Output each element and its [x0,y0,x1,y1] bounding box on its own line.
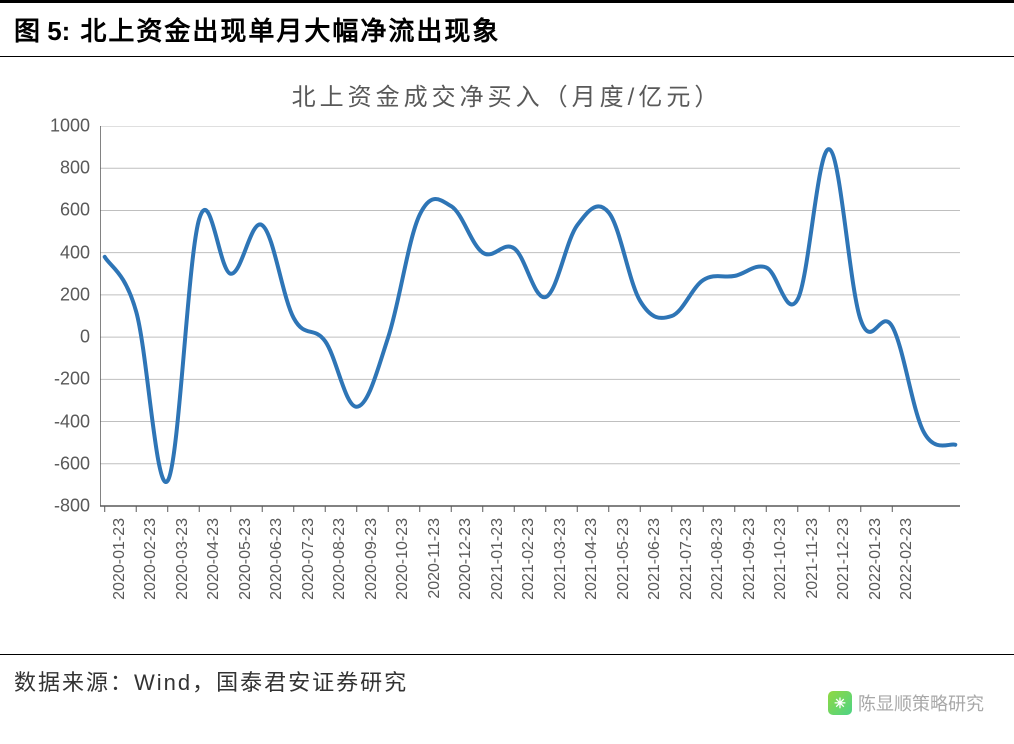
x-tick-label: 2021-04-23 [583,518,601,600]
line-chart [100,126,960,514]
watermark-text: 陈显顺策略研究 [858,690,984,716]
x-tick-label: 2020-11-23 [426,518,444,599]
figure-header: 图 5: 北上资金出现单月大幅净流出现象 [0,0,1014,57]
x-tick-label: 2020-09-23 [363,518,381,600]
figure-title: 北上资金出现单月大幅净流出现象 [80,11,500,48]
wechat-icon: ✳ [828,691,852,715]
x-tick-label: 2020-06-23 [268,518,286,600]
x-tick-label: 2021-01-23 [489,518,507,600]
x-tick-label: 2021-12-23 [835,518,853,600]
x-tick-label: 2020-05-23 [237,518,255,600]
x-tick-label: 2020-02-23 [142,518,160,600]
source-text: Wind，国泰君安证券研究 [134,665,408,697]
x-tick-label: 2021-08-23 [709,518,727,600]
chart-area: 北上资金成交净买入（月度/亿元） -800-600-400-2000200400… [0,57,1014,648]
x-tick-label: 2021-03-23 [552,518,570,600]
y-tick-label: 200 [30,284,90,305]
x-tick-label: 2022-02-23 [898,518,916,600]
source-prefix: 数据来源： [14,665,134,697]
watermark: ✳ 陈显顺策略研究 [828,690,984,716]
y-tick-label: 1000 [30,116,90,137]
figure-number: 图 5: [14,11,70,48]
x-tick-label: 2021-09-23 [741,518,759,600]
x-tick-label: 2021-06-23 [646,518,664,600]
y-tick-label: -600 [30,453,90,474]
x-axis-labels: 2020-01-23 2020-02-23 2020-03-23 2020-04-23… [100,518,960,638]
chart-title: 北上资金成交净买入（月度/亿元） [30,77,984,112]
x-tick-label: 2020-04-23 [205,518,223,600]
x-tick-label: 2021-11-23 [804,518,822,599]
y-tick-label: 400 [30,242,90,263]
x-tick-label: 2020-01-23 [111,518,129,600]
x-tick-label: 2021-05-23 [615,518,633,600]
y-axis-labels: -800-600-400-20002004006008001000 [30,126,95,638]
y-tick-label: -400 [30,411,90,432]
x-tick-label: 2022-01-23 [867,518,885,600]
x-tick-label: 2020-10-23 [394,518,412,600]
x-tick-label: 2021-10-23 [772,518,790,600]
y-tick-label: -200 [30,369,90,390]
x-tick-label: 2021-07-23 [678,518,696,600]
y-tick-label: -800 [30,496,90,517]
x-tick-label: 2020-07-23 [300,518,318,600]
y-tick-label: 600 [30,200,90,221]
x-tick-label: 2020-03-23 [174,518,192,600]
x-tick-label: 2020-08-23 [331,518,349,600]
y-tick-label: 0 [30,327,90,348]
y-tick-label: 800 [30,158,90,179]
plot-wrap: -800-600-400-20002004006008001000 2020-0… [100,126,964,638]
x-tick-label: 2020-12-23 [457,518,475,600]
x-tick-label: 2021-02-23 [520,518,538,600]
